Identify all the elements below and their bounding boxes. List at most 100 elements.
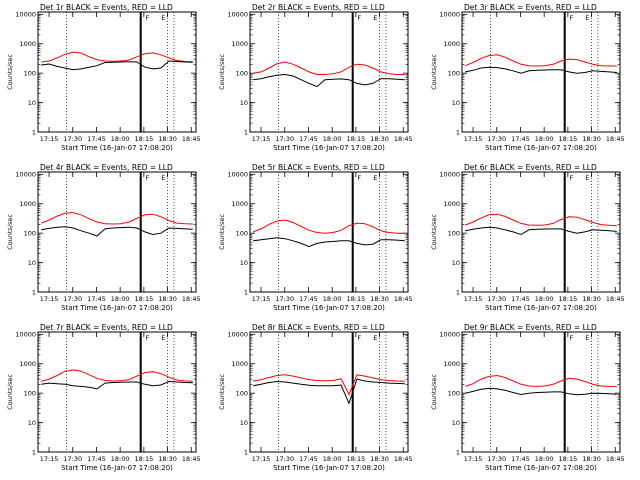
- x-tick-label: 18:30: [158, 455, 177, 463]
- x-tick-label: 17:45: [87, 135, 106, 143]
- x-tick-label: 17:45: [511, 295, 530, 303]
- series-line-lld: [253, 374, 405, 396]
- y-axis-label: Counts/sec: [218, 54, 226, 90]
- marker-label: F: [145, 14, 149, 22]
- x-tick-label: 18:00: [111, 295, 130, 303]
- y-tick-label: 1: [456, 128, 460, 136]
- series-line-lld: [465, 374, 617, 387]
- y-tick-label: 100: [24, 229, 36, 237]
- y-axis-label: Counts/sec: [6, 214, 14, 250]
- series-line-lld: [465, 213, 617, 227]
- series-line-events: [253, 237, 405, 248]
- y-tick-label: 10000: [439, 11, 460, 19]
- x-tick-label: 18:00: [323, 135, 342, 143]
- series-line-events: [41, 226, 193, 237]
- marker-label: F: [357, 14, 361, 22]
- detector-panel-6: Det 6r BLACK = Events, RED = LLD 1 10 100 10…: [430, 163, 625, 312]
- series-line-lld: [465, 54, 617, 67]
- x-axis-label: Start Time (16-Jan-07 17:08:20): [273, 144, 385, 152]
- y-tick-label: 1000: [19, 40, 36, 48]
- marker-label: E: [585, 14, 589, 22]
- detector-panel-5: Det 5r BLACK = Events, RED = LLD 1 10 100 10…: [218, 163, 413, 312]
- y-axis-label: Counts/sec: [430, 54, 438, 90]
- x-tick-label: 17:30: [487, 295, 506, 303]
- series-line-events: [465, 226, 617, 236]
- x-tick-label: 18:30: [158, 295, 177, 303]
- series-line-events: [253, 73, 405, 88]
- x-tick-label: 17:15: [40, 455, 59, 463]
- x-tick-label: 17:45: [299, 135, 318, 143]
- x-tick-label: 18:45: [182, 455, 201, 463]
- marker-label: F: [145, 174, 149, 182]
- detector-panel-1: Det 1r BLACK = Events, RED = LLD 1 10 100 10…: [6, 3, 201, 152]
- chart-title: Det 5r BLACK = Events, RED = LLD: [252, 163, 385, 172]
- x-tick-label: 18:15: [134, 455, 153, 463]
- x-tick-label: 18:30: [370, 135, 389, 143]
- y-tick-label: 10: [28, 259, 36, 267]
- detector-panel-9: Det 9r BLACK = Events, RED = LLD 1 10 100 10…: [430, 323, 625, 472]
- series-line-lld: [41, 51, 193, 63]
- x-tick-label: 18:45: [606, 135, 625, 143]
- plot-frame: [461, 171, 621, 293]
- x-tick-label: 18:45: [606, 455, 625, 463]
- x-axis-label: Start Time (16-Jan-07 17:08:20): [485, 144, 597, 152]
- series-line-lld: [41, 212, 193, 225]
- series-line-lld: [253, 219, 405, 234]
- x-tick-label: 17:30: [487, 135, 506, 143]
- y-axis-label: Counts/sec: [218, 374, 226, 410]
- x-tick-label: 18:15: [558, 455, 577, 463]
- x-tick-label: 18:00: [535, 295, 554, 303]
- marker-label: F: [569, 334, 573, 342]
- y-tick-label: 10: [240, 259, 248, 267]
- x-tick-label: 17:15: [252, 135, 271, 143]
- x-tick-label: 18:30: [370, 295, 389, 303]
- plot-frame: [249, 11, 409, 133]
- y-tick-label: 1: [32, 288, 36, 296]
- x-axis-label: Start Time (16-Jan-07 17:08:20): [485, 304, 597, 312]
- y-tick-label: 1000: [231, 200, 248, 208]
- plot-frame: [249, 331, 409, 453]
- marker-label: E: [373, 334, 377, 342]
- x-tick-label: 18:30: [582, 455, 601, 463]
- x-tick-label: 17:15: [252, 455, 271, 463]
- y-tick-label: 10000: [227, 171, 248, 179]
- detector-panel-7: Det 7r BLACK = Events, RED = LLD 1 10 100 10…: [6, 323, 201, 472]
- y-tick-label: 1000: [443, 360, 460, 368]
- x-tick-label: 18:45: [182, 135, 201, 143]
- y-tick-label: 1: [32, 448, 36, 456]
- x-tick-label: 17:15: [252, 295, 271, 303]
- x-tick-label: 18:15: [346, 455, 365, 463]
- series-line-events: [41, 60, 193, 71]
- y-tick-label: 1: [32, 128, 36, 136]
- x-tick-label: 18:30: [370, 455, 389, 463]
- y-tick-label: 10: [452, 419, 460, 427]
- detector-panel-3: Det 3r BLACK = Events, RED = LLD 1 10 100 10…: [430, 3, 625, 152]
- chart-title: Det 2r BLACK = Events, RED = LLD: [252, 3, 385, 12]
- y-tick-label: 100: [24, 69, 36, 77]
- y-tick-label: 10000: [439, 171, 460, 179]
- chart-title: Det 6r BLACK = Events, RED = LLD: [464, 163, 597, 172]
- x-tick-label: 17:30: [275, 455, 294, 463]
- x-tick-label: 17:30: [487, 455, 506, 463]
- y-tick-label: 1000: [231, 360, 248, 368]
- y-tick-label: 100: [448, 389, 460, 397]
- y-tick-label: 10: [240, 419, 248, 427]
- x-tick-label: 18:15: [134, 135, 153, 143]
- x-tick-label: 18:30: [582, 135, 601, 143]
- x-axis-label: Start Time (16-Jan-07 17:08:20): [61, 464, 173, 472]
- y-tick-label: 100: [236, 69, 248, 77]
- marker-label: F: [569, 14, 573, 22]
- plot-frame: [37, 331, 197, 453]
- x-tick-label: 17:45: [87, 295, 106, 303]
- y-tick-label: 1: [244, 288, 248, 296]
- detector-panel-2: Det 2r BLACK = Events, RED = LLD 1 10 100 10…: [218, 3, 413, 152]
- x-tick-label: 17:45: [511, 135, 530, 143]
- y-tick-label: 10000: [227, 331, 248, 339]
- series-line-events: [465, 66, 617, 74]
- y-tick-label: 10: [452, 99, 460, 107]
- marker-label: F: [357, 174, 361, 182]
- x-tick-label: 18:00: [111, 455, 130, 463]
- series-line-events: [41, 380, 193, 390]
- x-tick-label: 17:30: [63, 135, 82, 143]
- x-axis-label: Start Time (16-Jan-07 17:08:20): [273, 304, 385, 312]
